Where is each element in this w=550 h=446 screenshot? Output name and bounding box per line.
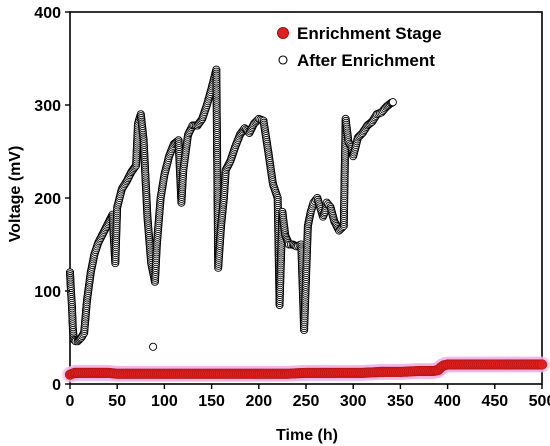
y-tick-label: 200 bbox=[34, 191, 61, 208]
y-tick-label: 100 bbox=[34, 284, 61, 301]
x-axis-title: Time (h) bbox=[276, 427, 338, 444]
x-tick-label: 500 bbox=[529, 393, 550, 410]
enrichment-stage-point bbox=[536, 359, 548, 370]
x-tick-label: 350 bbox=[387, 393, 414, 410]
y-tick-label: 300 bbox=[34, 98, 61, 115]
y-axis-title: Voltage (mV) bbox=[7, 146, 24, 243]
x-tick-label: 200 bbox=[245, 393, 272, 410]
after-enrichment-point bbox=[388, 98, 397, 107]
x-tick-label: 450 bbox=[481, 393, 508, 410]
after-enrichment-point bbox=[149, 342, 158, 351]
x-tick-label: 250 bbox=[293, 393, 320, 410]
y-tick-label: 400 bbox=[34, 5, 61, 22]
x-tick-label: 300 bbox=[340, 393, 367, 410]
x-tick-label: 100 bbox=[151, 393, 178, 410]
x-tick-label: 150 bbox=[198, 393, 225, 410]
y-tick-label: 0 bbox=[52, 377, 61, 394]
x-tick-label: 50 bbox=[108, 393, 126, 410]
legend: Enrichment Stage After Enrichment bbox=[277, 24, 442, 70]
legend-label-after-enrichment: After Enrichment bbox=[297, 51, 435, 70]
series-layer bbox=[64, 65, 548, 380]
x-tick-label: 400 bbox=[434, 393, 461, 410]
legend-label-enrichment-stage: Enrichment Stage bbox=[297, 24, 442, 43]
x-axis: 0 50 100 150 200 250 300 350 400 450 500 bbox=[66, 384, 550, 410]
legend-marker-after-enrichment bbox=[278, 55, 288, 65]
x-tick-label: 0 bbox=[66, 393, 75, 410]
legend-marker-enrichment-stage bbox=[277, 27, 289, 39]
y-axis: 0 100 200 300 400 bbox=[34, 5, 70, 394]
